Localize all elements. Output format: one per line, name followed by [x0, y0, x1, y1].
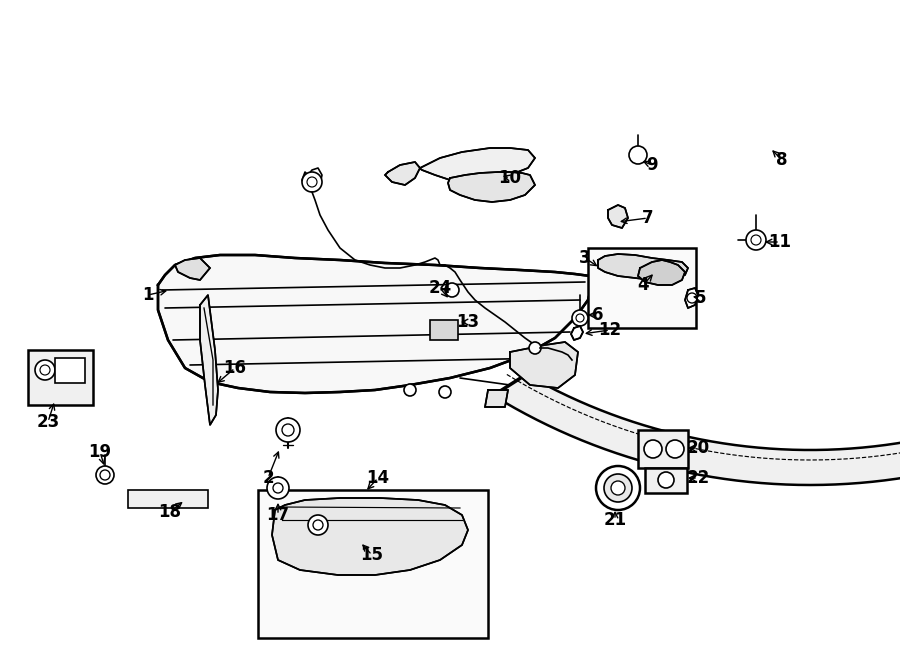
Circle shape — [313, 520, 323, 530]
Polygon shape — [494, 375, 900, 485]
Circle shape — [751, 235, 761, 245]
Bar — [638, 430, 688, 468]
Polygon shape — [272, 498, 468, 575]
Circle shape — [611, 481, 625, 495]
Circle shape — [404, 384, 416, 396]
Text: 21: 21 — [603, 511, 626, 529]
Circle shape — [302, 172, 322, 192]
Bar — [128, 490, 208, 508]
Circle shape — [629, 146, 647, 164]
Polygon shape — [385, 162, 420, 185]
Polygon shape — [448, 172, 535, 202]
Text: 6: 6 — [592, 306, 604, 324]
Circle shape — [40, 365, 50, 375]
Circle shape — [572, 310, 588, 326]
Text: 5: 5 — [694, 289, 706, 307]
Polygon shape — [200, 295, 218, 425]
Text: 17: 17 — [266, 506, 290, 524]
Circle shape — [307, 177, 317, 187]
Text: 8: 8 — [776, 151, 788, 169]
Polygon shape — [608, 205, 628, 228]
Polygon shape — [598, 254, 688, 280]
Text: 9: 9 — [646, 156, 658, 174]
Text: 2: 2 — [262, 469, 274, 487]
Circle shape — [658, 472, 674, 488]
Text: 24: 24 — [428, 279, 452, 297]
Bar — [645, 468, 687, 493]
Circle shape — [96, 466, 114, 484]
Circle shape — [666, 440, 684, 458]
Polygon shape — [510, 342, 578, 388]
Circle shape — [276, 418, 300, 442]
Polygon shape — [685, 288, 698, 308]
Circle shape — [644, 440, 662, 458]
Text: 7: 7 — [643, 209, 653, 227]
Bar — [588, 248, 696, 328]
Polygon shape — [638, 260, 685, 285]
Circle shape — [746, 230, 766, 250]
Bar — [430, 320, 458, 340]
Circle shape — [267, 477, 289, 499]
Text: 19: 19 — [88, 443, 112, 461]
Text: 20: 20 — [687, 439, 709, 457]
Polygon shape — [158, 255, 592, 393]
Text: 10: 10 — [499, 169, 521, 187]
Circle shape — [439, 386, 451, 398]
Text: 16: 16 — [223, 359, 247, 377]
Bar — [28, 350, 93, 405]
Circle shape — [529, 342, 541, 354]
Text: 22: 22 — [687, 469, 709, 487]
Text: 1: 1 — [142, 286, 154, 304]
Circle shape — [282, 424, 294, 436]
Bar — [55, 358, 85, 383]
Circle shape — [596, 466, 640, 510]
Bar — [258, 490, 488, 638]
Text: 13: 13 — [456, 313, 480, 331]
Text: 14: 14 — [366, 469, 390, 487]
Circle shape — [308, 515, 328, 535]
Circle shape — [273, 483, 283, 493]
Polygon shape — [415, 148, 535, 182]
Polygon shape — [571, 326, 583, 340]
Text: 18: 18 — [158, 503, 182, 521]
Text: 3: 3 — [580, 249, 590, 267]
Text: 11: 11 — [769, 233, 791, 251]
Text: 23: 23 — [36, 413, 59, 431]
Circle shape — [576, 314, 584, 322]
Circle shape — [100, 470, 110, 480]
Circle shape — [687, 293, 697, 303]
Polygon shape — [485, 390, 508, 407]
Polygon shape — [175, 258, 210, 280]
Text: 15: 15 — [361, 546, 383, 564]
Text: 12: 12 — [598, 321, 622, 339]
Circle shape — [445, 283, 459, 297]
Text: 4: 4 — [637, 276, 649, 294]
Circle shape — [35, 360, 55, 380]
Circle shape — [604, 474, 632, 502]
